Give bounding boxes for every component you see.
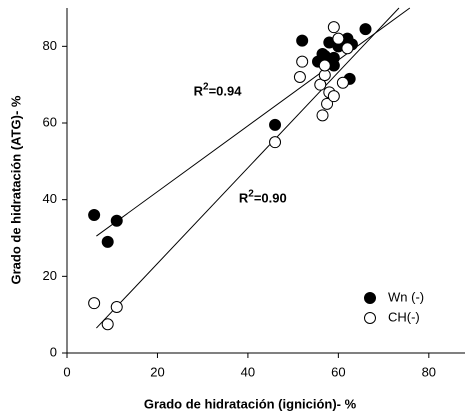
annotation-base: R (194, 84, 204, 99)
annotation-rest: =0.90 (254, 191, 287, 206)
point (327, 51, 340, 64)
point (341, 42, 354, 55)
annotation: R2=0.94 (194, 81, 243, 99)
point (321, 97, 334, 110)
point (269, 136, 282, 149)
point (314, 78, 327, 91)
point (88, 209, 101, 221)
y-axis-label: Grado de hidratación (ATG)- % (8, 95, 23, 284)
annotation-sup: 2 (203, 81, 209, 92)
point (101, 318, 114, 331)
point (359, 23, 372, 36)
legend-marker (364, 312, 376, 324)
point (293, 71, 306, 83)
annotation-base: R (239, 191, 249, 206)
fit-line (96, 7, 400, 329)
y-tick-label: 40 (43, 191, 57, 206)
point (269, 118, 282, 131)
point (327, 21, 340, 34)
legend-marker (364, 292, 376, 304)
annotation-sup: 2 (248, 188, 254, 199)
legend-label: Wn (-) (388, 289, 424, 304)
annotation: R2=0.90 (239, 188, 287, 206)
point (88, 297, 101, 310)
point (110, 301, 123, 313)
point (296, 55, 309, 68)
point (336, 76, 349, 89)
point (332, 32, 345, 45)
x-tick-label: 60 (331, 364, 345, 379)
y-tick-label: 80 (43, 38, 57, 53)
x-tick-label: 80 (422, 364, 436, 379)
point (327, 90, 340, 103)
y-tick-label: 60 (43, 114, 57, 129)
point (110, 214, 123, 227)
point (296, 34, 309, 47)
point (318, 59, 331, 72)
x-tick-label: 40 (241, 364, 255, 379)
legend-label: CH(-) (388, 309, 420, 324)
x-tick-label: 20 (150, 364, 164, 379)
y-tick-label: 20 (43, 268, 57, 283)
x-tick-label: 0 (63, 364, 70, 379)
point (316, 109, 329, 122)
point (101, 235, 114, 248)
y-tick-label: 0 (50, 344, 57, 359)
annotation-rest: =0.94 (209, 84, 243, 99)
x-axis-label: Grado de hidratación (ignición)- % (144, 396, 357, 411)
